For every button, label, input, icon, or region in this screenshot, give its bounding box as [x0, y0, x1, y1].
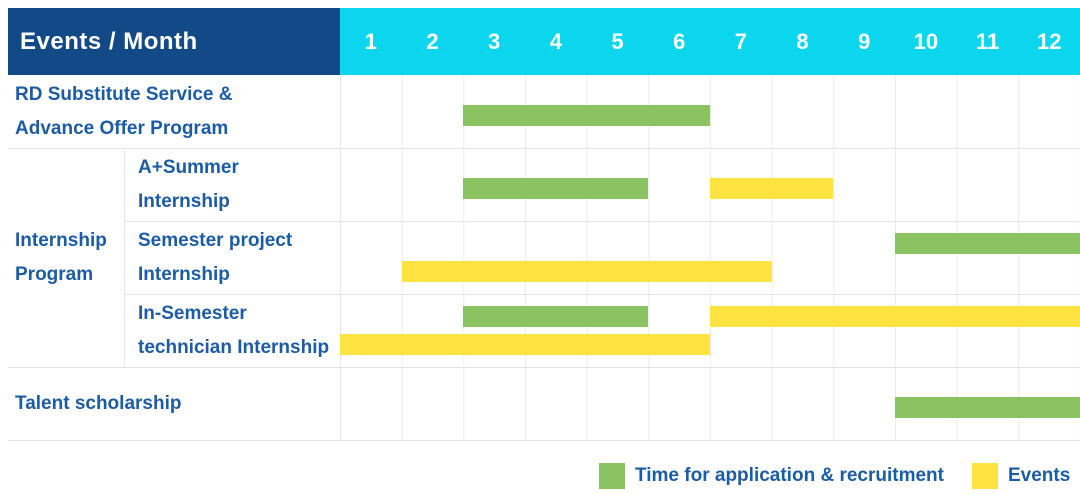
legend-label-events: Events — [1008, 465, 1071, 486]
group-label-line: Program — [15, 263, 94, 285]
column-divider — [124, 148, 125, 367]
event-bar — [340, 334, 710, 355]
month-label-8: 8 — [796, 28, 809, 54]
application-bar — [463, 178, 649, 199]
row-separator — [8, 148, 1080, 149]
month-label-7: 7 — [734, 28, 747, 54]
row-label-line: Talent scholarship — [15, 392, 182, 414]
month-label-6: 6 — [673, 28, 686, 54]
legend-label-application: Time for application & recruitment — [635, 465, 944, 486]
month-label-3: 3 — [488, 28, 501, 54]
month-label-4: 4 — [549, 28, 562, 54]
row-label-line: technician Internship — [138, 336, 330, 358]
column-divider — [340, 75, 341, 440]
row-label-line: Advance Offer Program — [15, 117, 229, 139]
legend-item-application: Time for application & recruitment — [599, 462, 944, 490]
row-label-line: In-Semester — [138, 302, 247, 324]
month-header-row: 1 2 3 4 5 6 7 8 9 10 11 12 — [340, 8, 1080, 75]
application-bar — [463, 306, 649, 327]
event-bar — [710, 306, 1080, 327]
row-label: RD Substitute Service & Advance Offer Pro… — [8, 75, 341, 148]
legend-item-events: Events — [972, 462, 1070, 490]
row-label-line: Semester project — [138, 229, 293, 251]
application-swatch-icon — [599, 463, 625, 489]
event-bar — [710, 178, 834, 199]
events-swatch-icon — [972, 463, 998, 489]
row-separator — [8, 440, 1080, 441]
row-label-line: Internship — [138, 190, 230, 212]
month-label-10: 10 — [913, 28, 939, 54]
application-bar — [463, 105, 710, 126]
application-bar — [895, 397, 1080, 418]
row-separator — [124, 294, 1080, 295]
month-label-5: 5 — [611, 28, 624, 54]
event-bar — [401, 261, 772, 282]
corner-header-cell: Events / Month — [8, 8, 340, 75]
row-label-line: A+Summer — [138, 156, 239, 178]
row-label: In-Semester technician Internship — [124, 294, 348, 367]
row-label: Talent scholarship — [8, 367, 341, 440]
month-label-12: 12 — [1036, 28, 1062, 54]
month-label-11: 11 — [975, 28, 1000, 54]
row-separator — [124, 221, 1080, 222]
application-bar — [895, 233, 1080, 254]
row-label-line: Internship — [138, 263, 230, 285]
chart-grid-area — [340, 75, 1080, 440]
row-separator — [8, 367, 1080, 368]
month-label-2: 2 — [426, 28, 439, 54]
row-label-line: RD Substitute Service & — [15, 83, 233, 105]
month-label-1: 1 — [364, 28, 377, 54]
group-label-line: Internship — [15, 229, 107, 251]
row-label: Semester project Internship — [124, 221, 348, 294]
row-label: A+Summer Internship — [124, 148, 348, 221]
group-label-internship-program: Internship Program — [8, 148, 125, 367]
corner-title: Events / Month — [20, 27, 198, 55]
month-label-9: 9 — [858, 28, 871, 54]
